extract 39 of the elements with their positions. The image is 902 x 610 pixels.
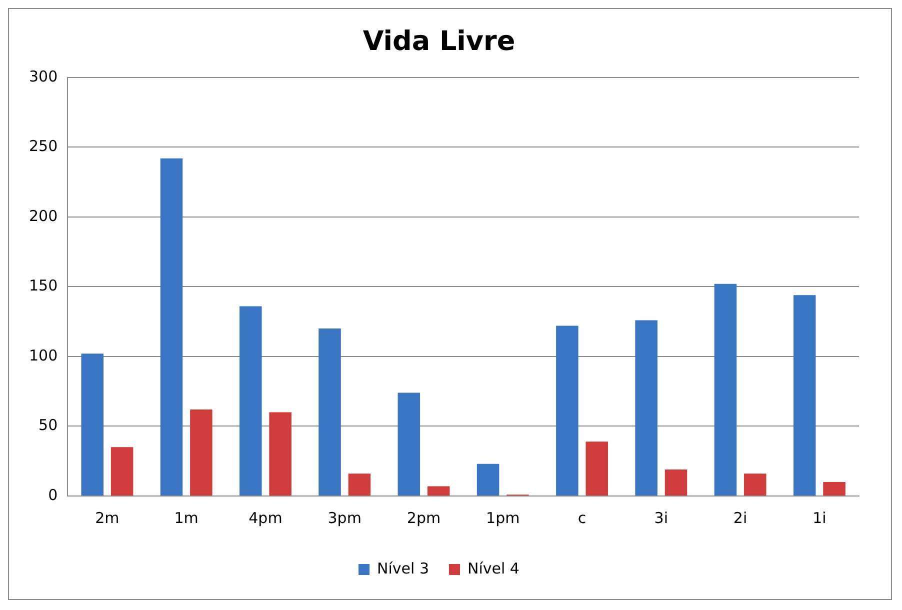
x-tick-label: 3pm [328, 508, 362, 527]
bar [586, 442, 608, 496]
legend-label: Nível 3 [377, 559, 430, 578]
bar [793, 295, 816, 496]
y-tick-label: 50 [38, 416, 58, 434]
x-tick-label: 2i [733, 508, 748, 527]
x-tick-label: 2pm [406, 508, 441, 527]
bar [714, 284, 737, 496]
bar [318, 328, 341, 496]
bar [240, 306, 262, 496]
x-tick-label: 1pm [486, 508, 520, 527]
x-tick-label: 2m [95, 508, 120, 527]
bar [476, 464, 500, 496]
legend-label: Nível 4 [468, 559, 520, 578]
bar [81, 354, 104, 496]
y-tick-label: 0 [48, 486, 58, 504]
bar [556, 326, 578, 496]
chart-title: Vida Livre [362, 26, 516, 58]
y-tick-label: 200 [28, 206, 58, 225]
bar [427, 486, 450, 496]
bar [635, 320, 658, 496]
bar [664, 469, 688, 496]
y-tick-label: 250 [28, 137, 58, 156]
bar [110, 447, 134, 496]
x-tick-label: c [578, 508, 586, 527]
x-tick-label: 1i [812, 508, 826, 527]
bar [398, 392, 420, 496]
bar [823, 482, 846, 496]
bar [190, 409, 212, 496]
y-tick-label: 150 [28, 276, 58, 295]
x-tick-label: 4pm [248, 508, 282, 527]
bar [160, 158, 183, 496]
bar [348, 474, 371, 496]
x-tick-label: 1m [174, 508, 198, 527]
y-tick-label: 100 [28, 346, 58, 364]
bar [744, 474, 766, 496]
x-tick-label: 3i [654, 508, 668, 527]
y-tick-label: 300 [28, 67, 58, 86]
bar [269, 412, 292, 496]
